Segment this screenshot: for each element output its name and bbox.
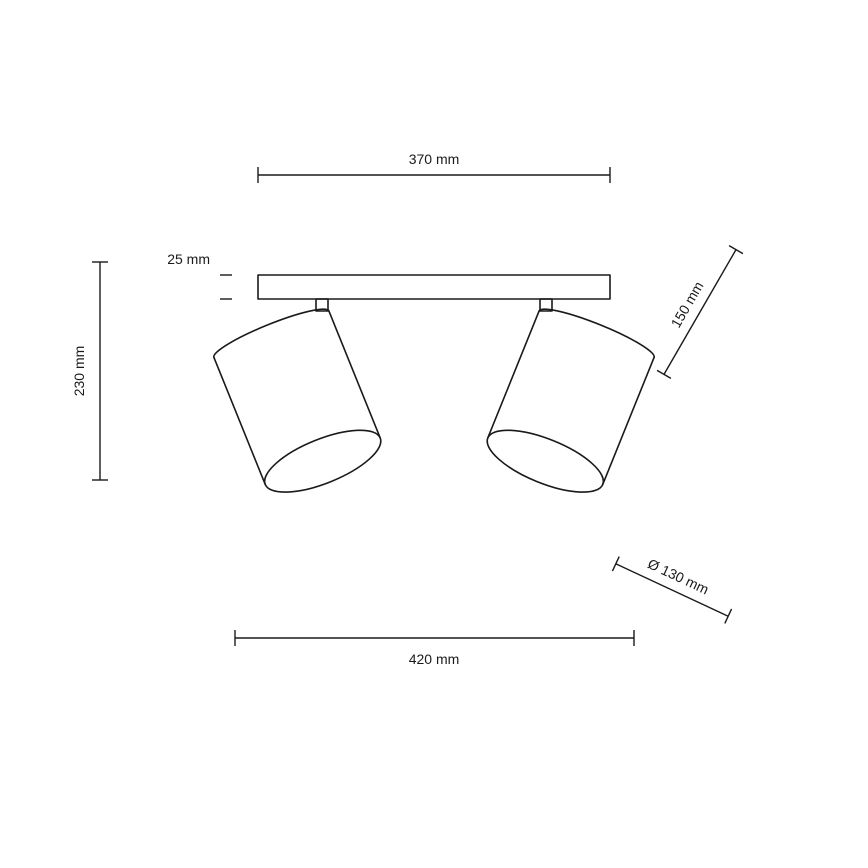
dim-bar-thickness: 25 mm: [167, 251, 232, 299]
dim-height-left-label: 230 mm: [71, 346, 87, 397]
dim-shade-diameter: Ø 130 mm: [612, 543, 737, 624]
shade-left: [210, 302, 388, 505]
mounting-bar: [258, 275, 610, 299]
technical-drawing: 230 mm 25 mm 370 mm 150 mm Ø 130 mm 420 …: [0, 0, 868, 868]
dim-bar-thickness-label: 25 mm: [167, 251, 210, 267]
shade-right: [480, 302, 658, 505]
dim-top-width: 370 mm: [258, 151, 610, 183]
dim-shade-height: 150 mm: [644, 238, 743, 378]
dim-total-width: 420 mm: [235, 630, 634, 667]
dim-top-width-label: 370 mm: [409, 151, 460, 167]
dim-height-left: 230 mm: [71, 262, 108, 480]
dim-shade-diameter-label: Ø 130 mm: [645, 555, 711, 597]
dim-total-width-label: 420 mm: [409, 651, 460, 667]
dim-shade-height-label: 150 mm: [667, 279, 706, 331]
